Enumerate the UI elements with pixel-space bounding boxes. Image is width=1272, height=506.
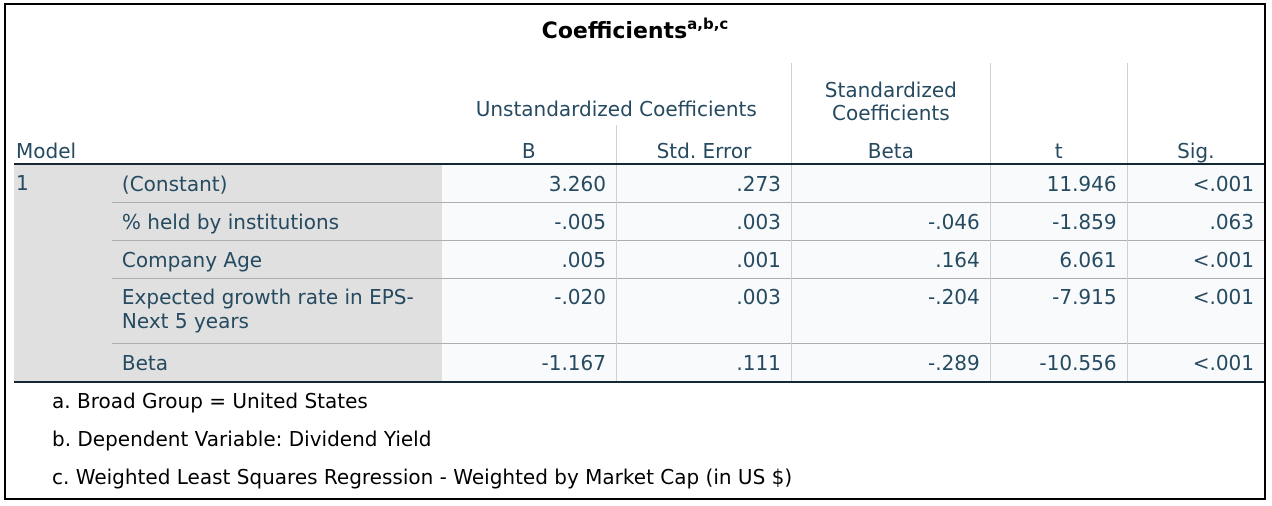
cell-beta <box>790 164 991 203</box>
cell-t: -7.915 <box>989 278 1128 344</box>
coefficients-table: Unstandardized Coefficients Standardized… <box>14 63 1264 383</box>
table-row: 1 (Constant) 3.260.273 11.946 <.001 <box>14 164 1264 203</box>
footnote-b: b. Dependent Variable: Dividend Yield <box>52 427 432 451</box>
table-row: % held by institutions -.005.003 -.046 -1.8… <box>14 202 1264 241</box>
variable-label: Expected growth rate in EPS- Next 5 year… <box>111 278 442 344</box>
table-row: Beta -1.167.111 -.289 -10.556 <.001 <box>14 343 1264 383</box>
cell-t: 11.946 <box>989 164 1128 203</box>
cell-b: .005 <box>441 240 617 279</box>
cell-se: .003 <box>615 202 792 241</box>
header-beta: Beta <box>790 125 991 165</box>
title-text: Coefficients <box>541 19 688 44</box>
variable-label: Beta <box>111 343 442 383</box>
cell-beta: .164 <box>790 240 991 279</box>
cell-sig: <.001 <box>1126 278 1264 344</box>
cell-b: 3.260 <box>441 164 617 203</box>
header-t: t <box>989 125 1128 165</box>
cell-se: .273 <box>615 164 792 203</box>
table-row: Company Age .005.001.164 6.061 <.001 <box>14 240 1264 279</box>
cell-t: -1.859 <box>989 202 1128 241</box>
cell-b: -1.167 <box>441 343 617 383</box>
cell-beta: -.046 <box>790 202 991 241</box>
footnote-c: c. Weighted Least Squares Regression - W… <box>52 465 793 489</box>
model-cell <box>14 278 112 344</box>
title-footnote-marks: a,b,c <box>687 15 729 33</box>
cell-b: -.005 <box>441 202 617 241</box>
cell-beta: -.289 <box>790 343 991 383</box>
header-sig: Sig. <box>1126 125 1264 165</box>
cell-sig: .063 <box>1126 202 1264 241</box>
model-cell: 1 <box>14 164 112 203</box>
table-title: Coefficientsa,b,c <box>6 15 1264 44</box>
cell-t: 6.061 <box>989 240 1128 279</box>
variable-label: Company Age <box>111 240 442 279</box>
cell-b: -.020 <box>441 278 617 344</box>
variable-label: (Constant) <box>111 164 442 203</box>
table-row: Expected growth rate in EPS- Next 5 year… <box>14 278 1264 344</box>
cell-se: .001 <box>615 240 792 279</box>
footnote-a: a. Broad Group = United States <box>52 389 368 413</box>
model-cell <box>14 240 112 279</box>
cell-sig: <.001 <box>1126 240 1264 279</box>
cell-beta: -.204 <box>790 278 991 344</box>
coefficients-table-frame: Coefficientsa,b,c Unstandardized Coeffic… <box>4 3 1266 500</box>
header-std-error: Std. Error <box>615 125 792 165</box>
cell-se: .111 <box>615 343 792 383</box>
header-model: Model <box>14 125 112 165</box>
model-cell <box>14 202 112 241</box>
model-cell <box>14 343 112 383</box>
header-standardized: Standardized Coefficients <box>790 63 991 125</box>
header-b: B <box>441 125 617 165</box>
cell-sig: <.001 <box>1126 343 1264 383</box>
cell-se: .003 <box>615 278 792 344</box>
variable-label: % held by institutions <box>111 202 442 241</box>
header-unstandardized: Unstandardized Coefficients <box>475 97 757 121</box>
cell-t: -10.556 <box>989 343 1128 383</box>
cell-sig: <.001 <box>1126 164 1264 203</box>
